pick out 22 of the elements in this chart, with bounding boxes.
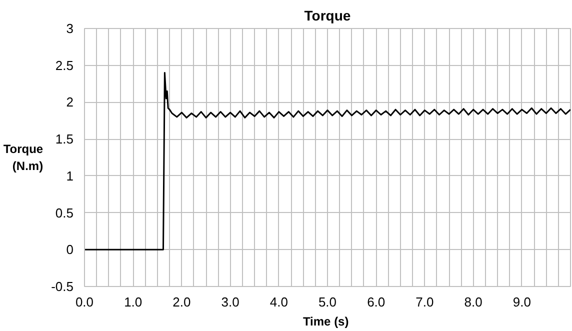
x-tick-label: 0.0 [75, 294, 94, 310]
y-axis-title: Torque (N.m) [3, 142, 44, 173]
y-tick-label: 3 [66, 21, 74, 36]
y-tick-label: 0 [66, 242, 74, 258]
x-tick-label: 4.0 [270, 294, 288, 310]
x-tick-label: 3.0 [221, 294, 240, 310]
x-tick-label: 2.0 [172, 294, 191, 310]
x-tick-label: 5.0 [318, 294, 337, 310]
y-tick-label: 2.5 [55, 58, 74, 73]
x-axis-title: Time (s) [302, 314, 349, 328]
y-tick-label: 1 [66, 168, 74, 184]
y-tick-label: 1.5 [55, 132, 74, 147]
y-tick-label: -0.5 [51, 279, 74, 294]
x-tick-label: 9.0 [512, 294, 531, 310]
chart-title: Torque [304, 8, 351, 24]
x-tick-label: 6.0 [367, 294, 386, 310]
y-tick-label: 0.5 [55, 205, 74, 220]
line-series [84, 72, 570, 250]
y-tick-label: 2 [66, 94, 74, 110]
x-tick-label: 8.0 [464, 294, 482, 310]
x-tick-label: 7.0 [416, 294, 434, 310]
x-tick-label: 1.0 [124, 294, 142, 310]
